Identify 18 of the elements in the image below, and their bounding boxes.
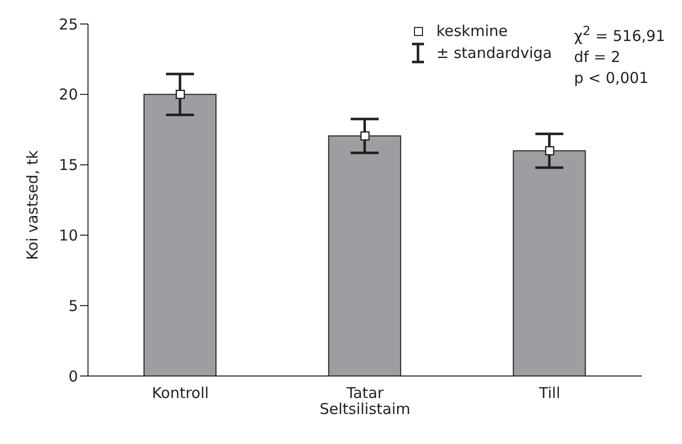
point xyxy=(360,131,370,141)
point xyxy=(176,90,185,99)
y-tick-label: 20 xyxy=(58,86,78,104)
point xyxy=(545,146,554,156)
legend-label: keskmine xyxy=(436,21,508,42)
x-tick-label: Tatar Seltsilistaim xyxy=(320,384,410,418)
y-tick-label: 15 xyxy=(58,156,78,174)
annotation: χ$^{2}$ = 516,91 xyxy=(574,22,666,47)
x-tick-label: Kontroll xyxy=(152,384,209,402)
y-tick-label: 10 xyxy=(58,226,78,245)
y-tick-label: 5 xyxy=(68,296,78,315)
y-tick-label: 0 xyxy=(68,367,78,386)
annotation: p < 0,001 xyxy=(574,68,650,89)
y-tick-label: 25 xyxy=(58,15,78,34)
annotation: ± standardviga xyxy=(436,43,552,64)
x-tick-label: Till xyxy=(538,384,560,402)
y-axis-title: Koi vastsed, tk xyxy=(23,150,42,260)
annotation: df = 2 xyxy=(574,47,622,68)
